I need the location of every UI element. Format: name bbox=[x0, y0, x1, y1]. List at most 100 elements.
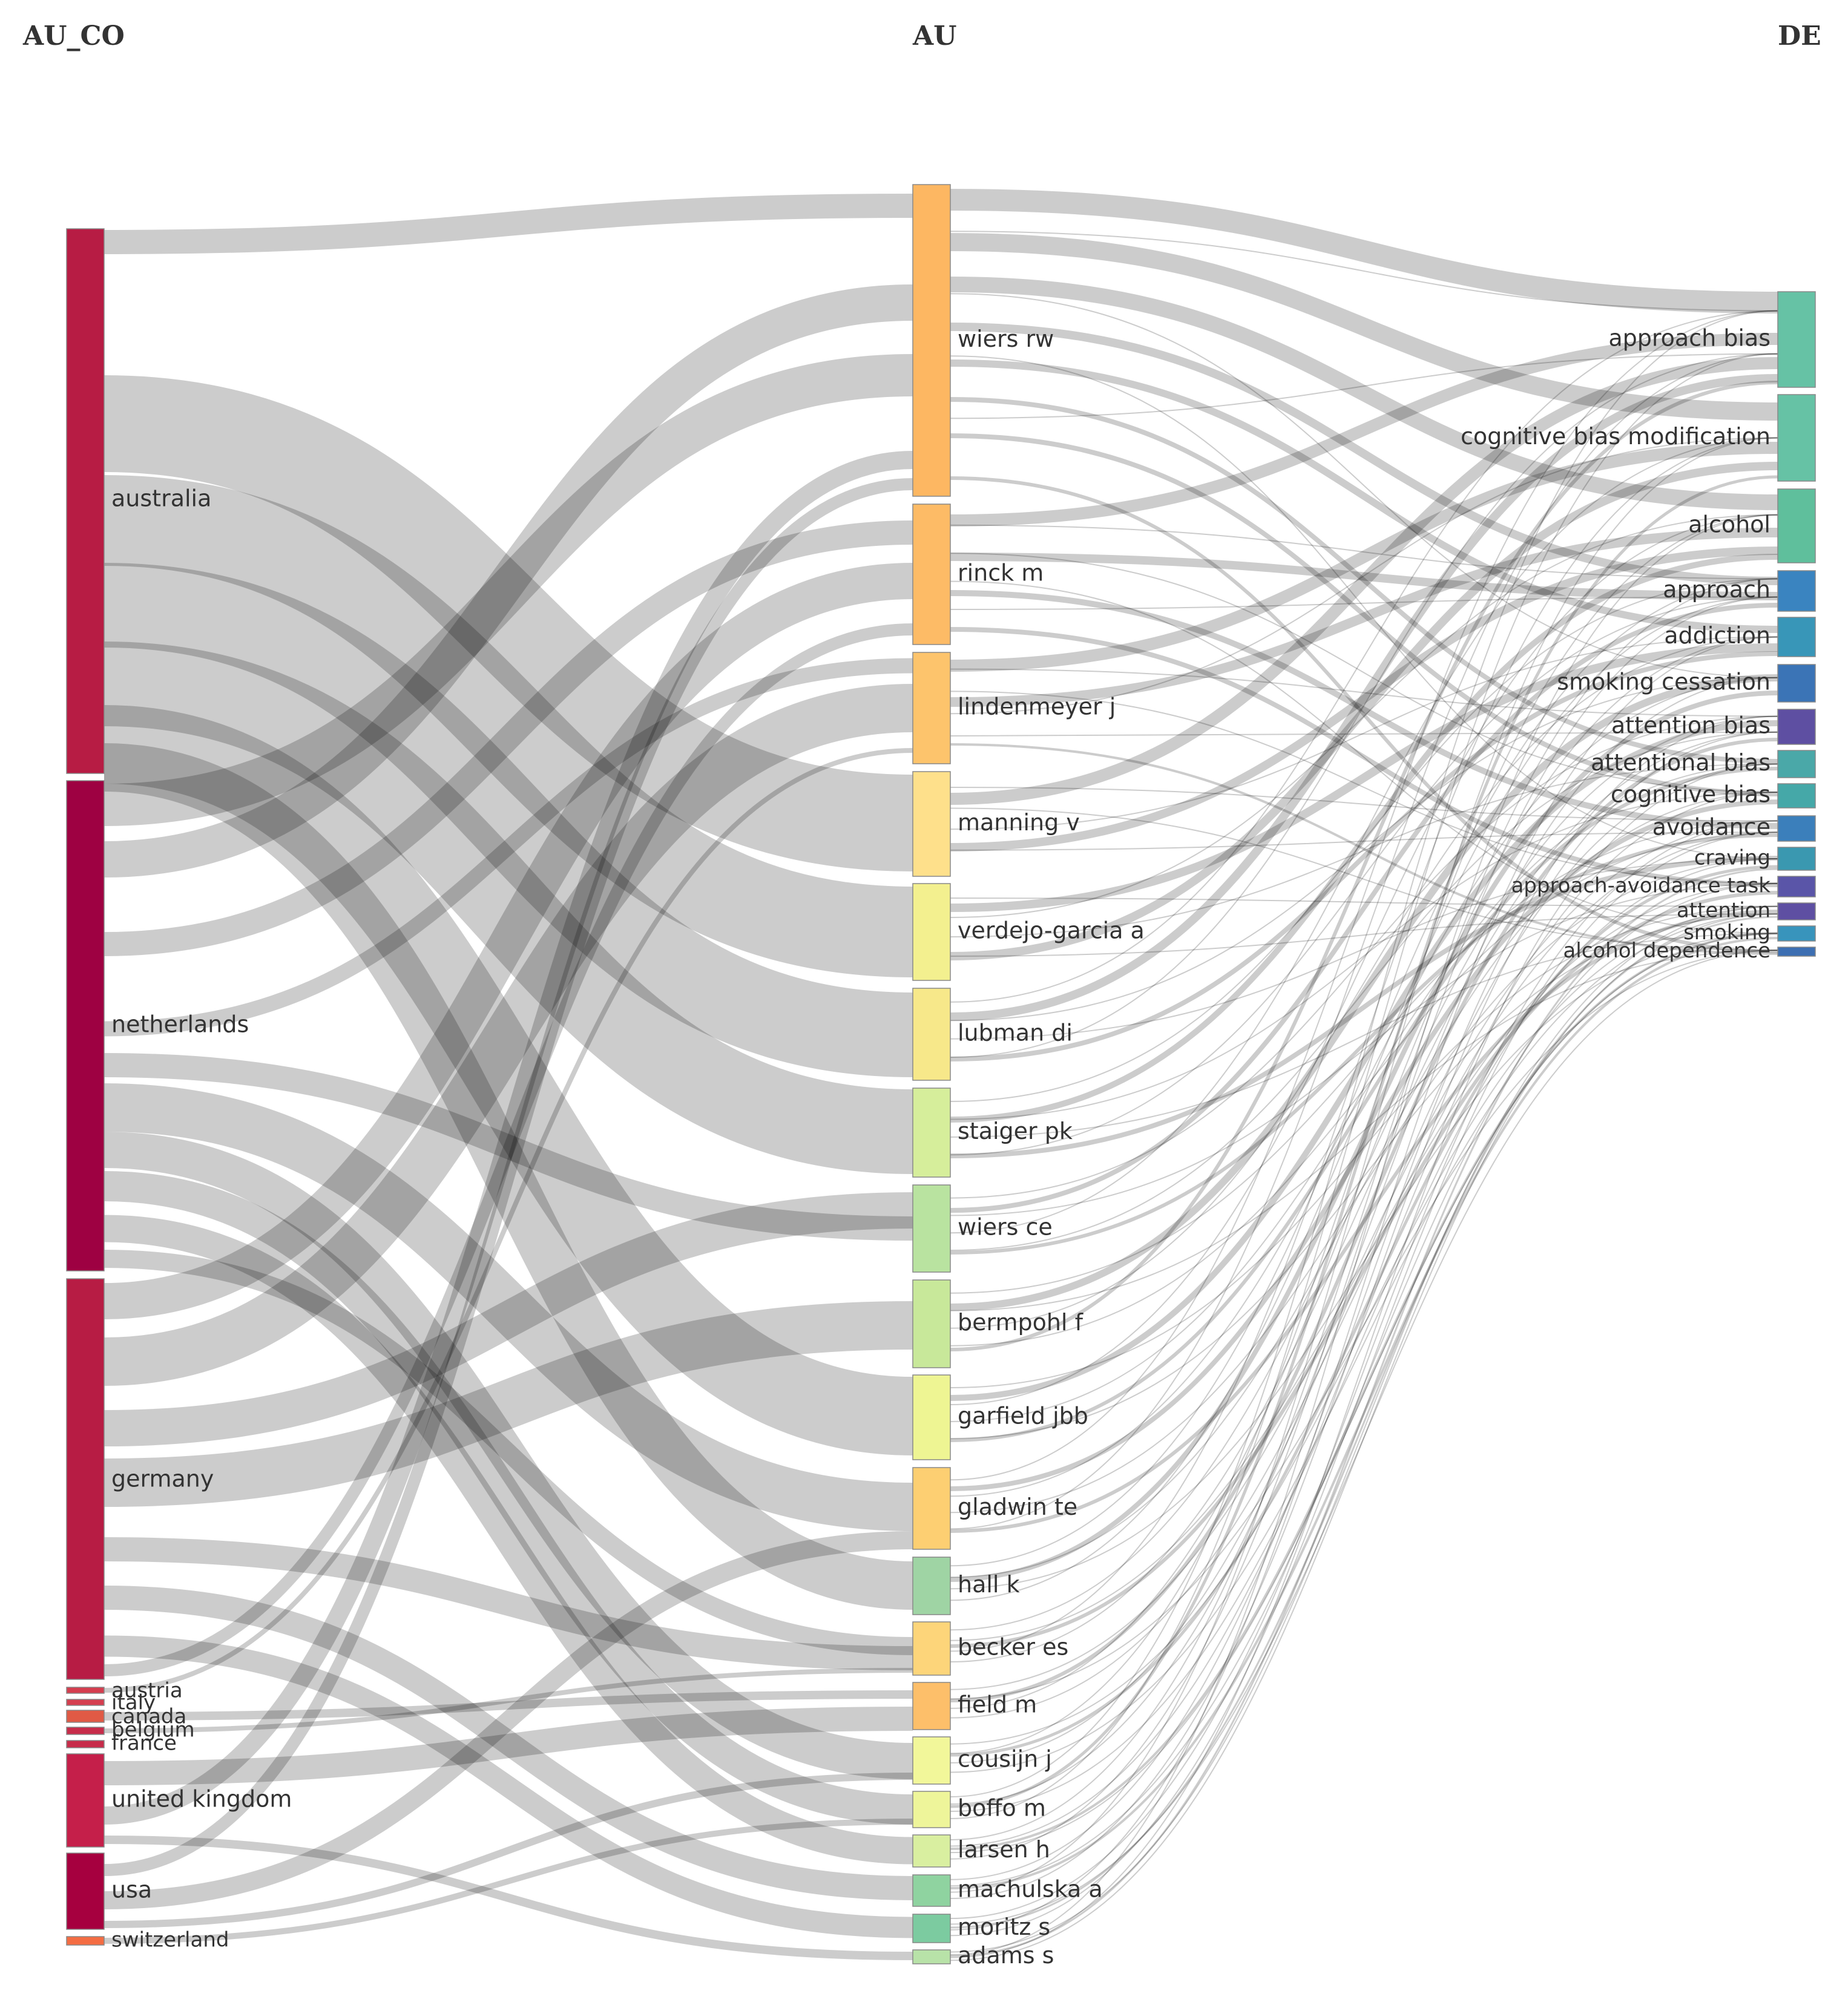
node-avoidance[interactable] bbox=[1777, 815, 1816, 842]
node-hall-k[interactable] bbox=[912, 1557, 951, 1615]
node-bermpohl-f[interactable] bbox=[912, 1279, 951, 1368]
link-wiers-ce-to-attention-bias-thin-3 bbox=[950, 731, 1778, 1251]
node-usa[interactable] bbox=[66, 1852, 105, 1930]
node-italy[interactable] bbox=[66, 1699, 105, 1706]
node-craving[interactable] bbox=[1777, 847, 1816, 871]
node-approach-bias[interactable] bbox=[1777, 291, 1816, 388]
label-smoking: smoking bbox=[1683, 920, 1771, 945]
column-header-au-co: AU_CO bbox=[22, 21, 125, 51]
node-smoking[interactable] bbox=[1777, 925, 1816, 942]
node-attentional-bias[interactable] bbox=[1777, 750, 1816, 778]
node-moritz-s[interactable] bbox=[912, 1914, 951, 1943]
label-attention-bias: attention bias bbox=[1611, 712, 1771, 739]
node-staiger-pk[interactable] bbox=[912, 1088, 951, 1178]
node-austria[interactable] bbox=[66, 1687, 105, 1694]
label-cognitive-bias-modification: cognitive bias modification bbox=[1461, 423, 1771, 450]
node-gladwin-te[interactable] bbox=[912, 1467, 951, 1550]
node-alcohol-dependence[interactable] bbox=[1777, 947, 1816, 957]
node-approach[interactable] bbox=[1777, 570, 1816, 612]
link-adams-s-to-attention-thin-3 bbox=[950, 913, 1778, 1961]
label-netherlands: netherlands bbox=[111, 1011, 249, 1038]
link-lindenmeyer-j-to-approach-avoidance-task-thin-1 bbox=[950, 691, 1778, 884]
node-cousijn-j[interactable] bbox=[912, 1736, 951, 1785]
link-united-kingdom-to-wiers-rw bbox=[104, 451, 913, 1825]
node-wiers-ce[interactable] bbox=[912, 1184, 951, 1273]
label-alcohol-dependence: alcohol dependence bbox=[1563, 939, 1771, 963]
link-gladwin-te-to-craving-thin-2 bbox=[950, 858, 1778, 1514]
node-netherlands[interactable] bbox=[66, 780, 105, 1271]
link-field-m-to-avoidance-thin-3 bbox=[950, 832, 1778, 1719]
link-australia-to-manning-v bbox=[104, 375, 913, 871]
node-approach-avoidance-task[interactable] bbox=[1777, 876, 1816, 897]
link-boffo-m-to-craving-thin-2 bbox=[950, 858, 1778, 1812]
link-cousijn-j-to-attention-thin-3 bbox=[950, 913, 1778, 1773]
label-staiger-pk: staiger pk bbox=[958, 1118, 1073, 1144]
link-lubman-di-to-approach-bias-thin-0 bbox=[950, 310, 1778, 1003]
node-addiction[interactable] bbox=[1777, 617, 1816, 657]
label-wiers-rw: wiers rw bbox=[958, 326, 1054, 352]
link-usa-to-cousijn-j bbox=[104, 1773, 913, 1928]
link-wiers-ce-to-attention-bias-thin-0 bbox=[950, 715, 1778, 1199]
label-austria: austria bbox=[111, 1679, 183, 1703]
node-australia[interactable] bbox=[66, 228, 105, 774]
node-canada[interactable] bbox=[66, 1710, 105, 1723]
node-switzerland[interactable] bbox=[66, 1936, 105, 1946]
link-netherlands-to-gladwin-te bbox=[104, 1083, 913, 1531]
link-lindenmeyer-j-to-attention-bias-thin-3 bbox=[950, 731, 1778, 737]
link-larsen-h-to-approach-thin-3 bbox=[950, 596, 1778, 1860]
node-united-kingdom[interactable] bbox=[66, 1753, 105, 1848]
node-manning-v[interactable] bbox=[912, 771, 951, 877]
link-gladwin-te-to-smoking-cessation-thin-1 bbox=[950, 677, 1778, 1497]
link-netherlands-to-becker-es bbox=[104, 1250, 913, 1655]
link-wiers-rw-to-alcohol-dependence bbox=[950, 476, 1778, 953]
label-canada: canada bbox=[111, 1705, 186, 1729]
node-attention[interactable] bbox=[1777, 902, 1816, 920]
label-switzerland: switzerland bbox=[111, 1928, 229, 1952]
link-australia-to-hall-k bbox=[104, 743, 913, 1610]
node-lindenmeyer-j[interactable] bbox=[912, 652, 951, 764]
node-becker-es[interactable] bbox=[912, 1621, 951, 1676]
country-author-links bbox=[104, 194, 913, 1960]
node-field-m[interactable] bbox=[912, 1682, 951, 1730]
label-garfield-jbb: garfield jbb bbox=[958, 1403, 1088, 1429]
node-larsen-h[interactable] bbox=[912, 1834, 951, 1868]
sankey-nodes: australianetherlandsgermanyaustriaitalyc… bbox=[66, 184, 1816, 1969]
link-staiger-pk-to-approach-thin-0 bbox=[950, 578, 1778, 1103]
node-france[interactable] bbox=[66, 1740, 105, 1748]
node-germany[interactable] bbox=[66, 1278, 105, 1680]
node-boffo-m[interactable] bbox=[912, 1791, 951, 1828]
label-moritz-s: moritz s bbox=[958, 1914, 1050, 1940]
link-machulska-a-to-attention-bias-thin-3 bbox=[950, 731, 1778, 1899]
link-staiger-pk-to-smoking-thin-2 bbox=[950, 933, 1778, 1138]
link-canada-to-field-m bbox=[104, 1690, 913, 1721]
node-attention-bias[interactable] bbox=[1777, 709, 1816, 745]
link-verdejo-garcia-a-to-attention-thin-3 bbox=[950, 913, 1778, 957]
node-machulska-a[interactable] bbox=[912, 1874, 951, 1907]
link-lubman-di-to-approach-bias bbox=[950, 374, 1778, 1021]
label-cognitive-bias: cognitive bias bbox=[1611, 781, 1771, 808]
node-belgium[interactable] bbox=[66, 1727, 105, 1735]
column-header-au: AU bbox=[912, 21, 957, 51]
link-manning-v-to-approach-bias bbox=[950, 357, 1778, 805]
link-becker-es-to-approach-avoidance-task bbox=[950, 891, 1778, 1648]
node-wiers-rw[interactable] bbox=[912, 184, 951, 497]
link-verdejo-garcia-a-to-attentional-bias-thin-2 bbox=[950, 763, 1778, 937]
node-rinck-m[interactable] bbox=[912, 504, 951, 645]
link-manning-v-to-avoidance-thin-3 bbox=[950, 832, 1778, 851]
link-staiger-pk-to-approach-thin-3 bbox=[950, 596, 1778, 1156]
node-cognitive-bias[interactable] bbox=[1777, 783, 1816, 809]
node-garfield-jbb[interactable] bbox=[912, 1374, 951, 1460]
link-usa-to-gladwin-te bbox=[104, 1531, 913, 1909]
link-germany-to-moritz-s bbox=[104, 1635, 913, 1938]
node-verdejo-garcia-a[interactable] bbox=[912, 883, 951, 981]
node-adams-s[interactable] bbox=[912, 1949, 951, 1964]
link-wiers-ce-to-approach-avoidance-task-thin-1 bbox=[950, 882, 1778, 1216]
node-cognitive-bias-modification[interactable] bbox=[1777, 394, 1816, 482]
link-wiers-rw-to-cognitive-bias-modification bbox=[950, 233, 1778, 421]
node-lubman-di[interactable] bbox=[912, 988, 951, 1081]
link-field-m-to-avoidance-thin-0 bbox=[950, 820, 1778, 1690]
node-alcohol[interactable] bbox=[1777, 488, 1816, 563]
link-germany-to-machulska-a bbox=[104, 1586, 913, 1900]
node-smoking-cessation[interactable] bbox=[1777, 664, 1816, 703]
